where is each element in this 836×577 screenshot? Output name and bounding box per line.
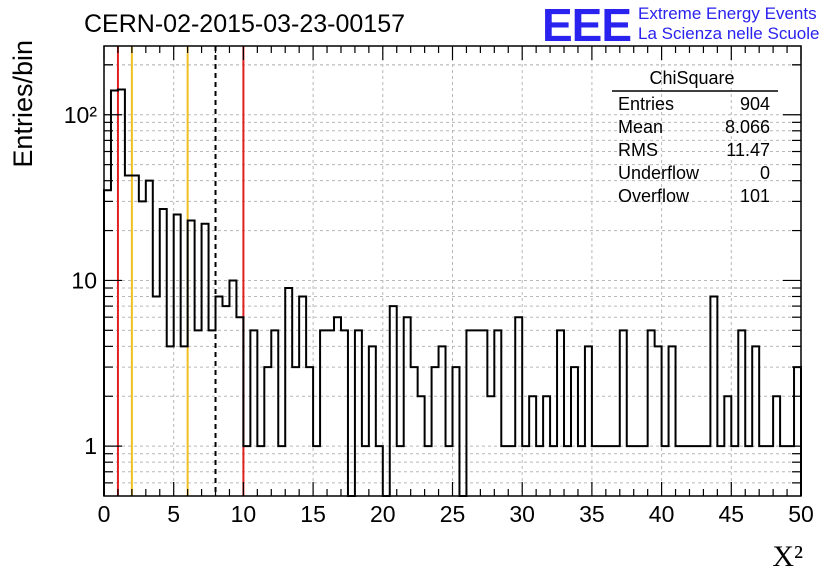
histogram-bin: [264, 367, 271, 496]
stats-row-label: Mean: [618, 117, 663, 137]
histogram-bin: [752, 346, 759, 496]
y-axis-title: Entries/bin: [8, 40, 38, 168]
histogram-bin: [648, 330, 655, 496]
histogram-bin: [494, 330, 501, 496]
histogram-bin: [250, 330, 257, 496]
histogram-bin: [515, 317, 522, 496]
histogram-bin: [334, 317, 341, 496]
logo-subtitle-line2: La Scienza nelle Scuole: [638, 24, 820, 43]
histogram-bin: [139, 201, 146, 496]
stats-row-value: 8.066: [725, 117, 770, 137]
x-tick-label: 20: [370, 501, 396, 527]
x-axis-title: X²: [772, 540, 803, 572]
histogram-bin: [473, 330, 480, 496]
histogram-bin: [320, 330, 327, 496]
x-tick-label: 5: [167, 501, 180, 527]
y-tick-label: 1: [84, 433, 97, 459]
stats-row-value: 904: [740, 94, 770, 114]
y-tick-label: 10: [71, 267, 97, 293]
x-tick-label: 40: [649, 501, 675, 527]
histogram-bin: [341, 330, 348, 496]
x-tick-label: 15: [300, 501, 326, 527]
stats-row-label: Entries: [618, 94, 674, 114]
histogram-bin: [655, 346, 662, 496]
x-tick-label: 35: [579, 501, 605, 527]
histogram-bin: [160, 209, 167, 496]
histogram-bin: [327, 330, 334, 496]
histogram-bin: [209, 330, 216, 496]
histogram-bin: [188, 221, 195, 496]
histogram-bin: [404, 317, 411, 496]
y-tick-label: 10²: [64, 102, 98, 128]
x-tick-label: 50: [788, 501, 814, 527]
eee-logo: EEE: [542, 0, 632, 51]
stats-row-label: Overflow: [618, 186, 690, 206]
histogram-bin: [167, 346, 174, 496]
stats-row-value: 11.47: [726, 140, 770, 160]
histogram-bin: [585, 346, 592, 496]
histogram-bin: [411, 367, 418, 496]
stats-row-label: Underflow: [618, 163, 700, 183]
histogram-bin: [738, 330, 745, 496]
x-tick-label: 10: [231, 501, 257, 527]
x-tick-label: 25: [440, 501, 466, 527]
histogram-bin: [571, 367, 578, 496]
logo-subtitle-line1: Extreme Energy Events: [638, 4, 817, 23]
histogram-bin: [439, 346, 446, 496]
stats-row-value: 0: [760, 163, 770, 183]
run-title: CERN-02-2015-03-23-00157: [84, 10, 406, 38]
histogram-series: [103, 88, 802, 497]
histogram-bin: [292, 367, 299, 496]
histogram-bin: [229, 280, 236, 496]
histogram-bin: [132, 175, 139, 496]
histogram-bin: [306, 367, 313, 496]
x-tick-label: 45: [719, 501, 745, 527]
histogram-bin: [669, 346, 676, 496]
histogram-bin: [195, 330, 202, 496]
histogram-bin: [118, 90, 125, 496]
histogram-bin: [620, 330, 627, 496]
histogram-bin: [104, 190, 111, 496]
histogram-bin: [355, 330, 362, 496]
histogram-bin: [794, 367, 801, 496]
histogram-bin: [146, 181, 153, 496]
histogram-bin: [285, 288, 292, 496]
histogram-bin: [236, 317, 243, 496]
histogram-bin: [222, 306, 229, 496]
stats-row-value: 101: [740, 186, 770, 206]
x-tick-label: 0: [98, 501, 111, 527]
histogram-bin: [369, 346, 376, 496]
histogram-bin: [466, 330, 473, 496]
histogram-bin: [181, 346, 188, 496]
histogram-bin: [271, 330, 278, 496]
stats-box-title: ChiSquare: [649, 68, 734, 88]
histogram-bin: [453, 367, 460, 496]
histogram-bin: [125, 175, 132, 496]
x-tick-label: 30: [509, 501, 535, 527]
histogram-bin: [557, 330, 564, 496]
histogram-bin: [202, 224, 209, 496]
histogram-bin: [432, 367, 439, 496]
histogram-bin: [480, 330, 487, 496]
histogram-bin: [390, 306, 397, 496]
stats-row-label: RMS: [618, 140, 658, 160]
